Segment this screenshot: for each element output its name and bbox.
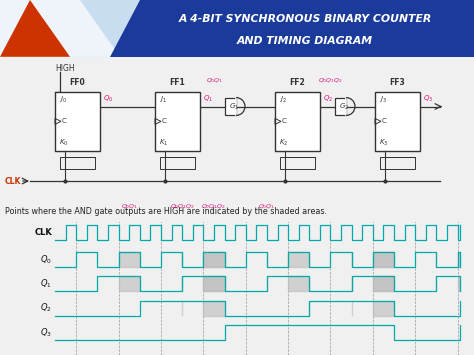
Text: C: C <box>382 119 387 124</box>
Text: $Q_2$: $Q_2$ <box>40 302 52 315</box>
Bar <box>380 157 415 169</box>
Bar <box>275 92 320 151</box>
Polygon shape <box>0 0 70 57</box>
Text: CLK: CLK <box>34 228 52 237</box>
Text: AND TIMING DIAGRAM: AND TIMING DIAGRAM <box>237 36 373 46</box>
Text: $Q_3$: $Q_3$ <box>423 93 433 104</box>
Text: $Q_0$: $Q_0$ <box>40 253 52 266</box>
Text: $Q_0Q_1Q_2$: $Q_0Q_1Q_2$ <box>170 202 195 211</box>
Text: $J_0$: $J_0$ <box>59 94 67 105</box>
Text: $K_0$: $K_0$ <box>59 138 68 148</box>
Text: $J_1$: $J_1$ <box>159 94 167 105</box>
Text: FF2: FF2 <box>290 78 305 87</box>
Text: $K_1$: $K_1$ <box>159 138 168 148</box>
Text: $G_1$: $G_1$ <box>229 102 239 111</box>
Bar <box>280 157 315 169</box>
Bar <box>335 98 346 115</box>
Text: FF3: FF3 <box>390 78 405 87</box>
Text: FF0: FF0 <box>70 78 85 87</box>
Bar <box>55 92 100 151</box>
Text: $Q_1$: $Q_1$ <box>40 278 52 290</box>
Bar <box>155 92 200 151</box>
Text: $K_3$: $K_3$ <box>379 138 388 148</box>
Text: $Q_0Q_1$: $Q_0Q_1$ <box>258 202 275 211</box>
Text: CLK: CLK <box>5 176 21 186</box>
Text: $G_2$: $G_2$ <box>339 102 349 111</box>
Bar <box>160 157 195 169</box>
Bar <box>60 157 95 169</box>
Text: Points where the AND gate outputs are HIGH are indicated by the shaded areas.: Points where the AND gate outputs are HI… <box>5 207 327 216</box>
Text: $J_3$: $J_3$ <box>379 94 387 105</box>
Bar <box>225 98 236 115</box>
Text: $Q_0Q_1$: $Q_0Q_1$ <box>206 76 224 84</box>
Text: C: C <box>162 119 167 124</box>
Text: $Q_1$: $Q_1$ <box>203 93 213 104</box>
Polygon shape <box>110 0 474 57</box>
Text: $Q_2$: $Q_2$ <box>323 93 333 104</box>
Text: HIGH: HIGH <box>55 64 74 73</box>
Text: C: C <box>62 119 67 124</box>
Text: $Q_0$: $Q_0$ <box>103 93 113 104</box>
Text: A 4-BIT SYNCHRONOUS BINARY COUNTER: A 4-BIT SYNCHRONOUS BINARY COUNTER <box>178 14 432 24</box>
Polygon shape <box>0 0 120 57</box>
Bar <box>375 92 420 151</box>
Text: $Q_0Q_1Q_2$: $Q_0Q_1Q_2$ <box>318 76 343 84</box>
Text: $J_2$: $J_2$ <box>279 94 287 105</box>
Text: $Q_0Q_1$: $Q_0Q_1$ <box>120 202 138 211</box>
Text: $Q_0Q_1Q_2$: $Q_0Q_1Q_2$ <box>201 202 227 211</box>
Text: C: C <box>282 119 287 124</box>
Text: $Q_3$: $Q_3$ <box>40 326 52 339</box>
Text: FF1: FF1 <box>170 78 185 87</box>
Text: $K_2$: $K_2$ <box>279 138 288 148</box>
